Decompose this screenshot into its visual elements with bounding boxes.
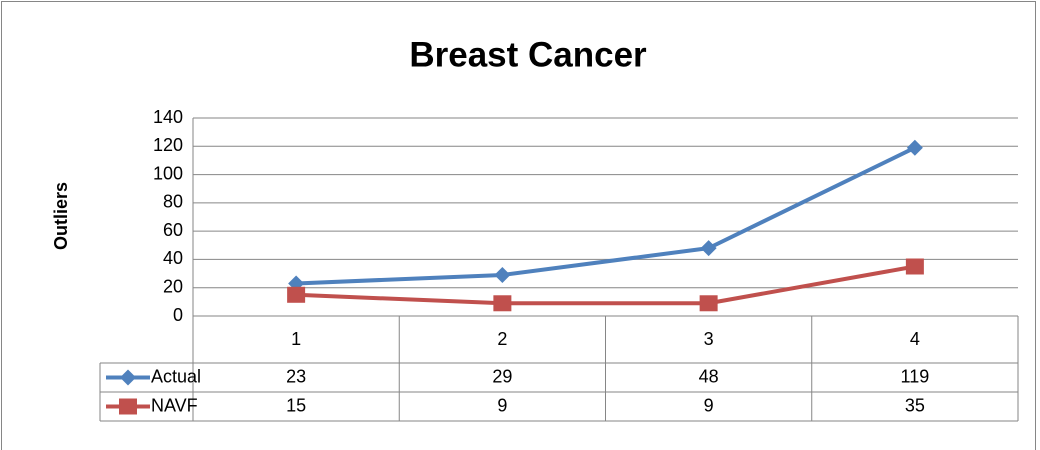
- data-point: [700, 240, 717, 257]
- x-tick-label: 1: [291, 329, 301, 349]
- table-value: 15: [286, 395, 306, 415]
- y-tick-label: 140: [153, 107, 183, 127]
- legend-label: NAVF: [151, 395, 198, 415]
- y-axis-label: Outliers: [51, 182, 71, 250]
- y-tick-label: 120: [153, 135, 183, 155]
- table-value: 29: [492, 366, 512, 386]
- table-value: 35: [905, 395, 925, 415]
- table-value: 23: [286, 366, 306, 386]
- y-tick-label: 0: [173, 305, 183, 325]
- x-tick-label: 3: [704, 329, 714, 349]
- data-point: [905, 258, 924, 275]
- data-point: [494, 266, 511, 283]
- series-line: [296, 264, 916, 306]
- chart-title: Breast Cancer: [409, 35, 647, 74]
- x-tick-label: 4: [910, 329, 920, 349]
- y-tick-label: 40: [163, 248, 183, 268]
- table-value: 119: [901, 366, 930, 386]
- series-line: [296, 145, 916, 286]
- y-tick-label: 60: [163, 220, 183, 240]
- table-value: 9: [704, 395, 714, 415]
- y-tick-label: 80: [163, 192, 183, 212]
- legend-label: Actual: [151, 366, 201, 386]
- table-value: 48: [699, 366, 719, 386]
- data-point: [493, 295, 512, 312]
- data-point: [906, 139, 923, 156]
- legend-key-marker: [119, 398, 137, 415]
- legend-key-marker: [120, 369, 136, 386]
- y-tick-label: 20: [163, 276, 183, 296]
- table-value: 9: [497, 395, 507, 415]
- data-point: [699, 295, 718, 312]
- data-point: [287, 286, 306, 303]
- y-tick-label: 100: [153, 163, 183, 183]
- x-tick-label: 2: [497, 329, 507, 349]
